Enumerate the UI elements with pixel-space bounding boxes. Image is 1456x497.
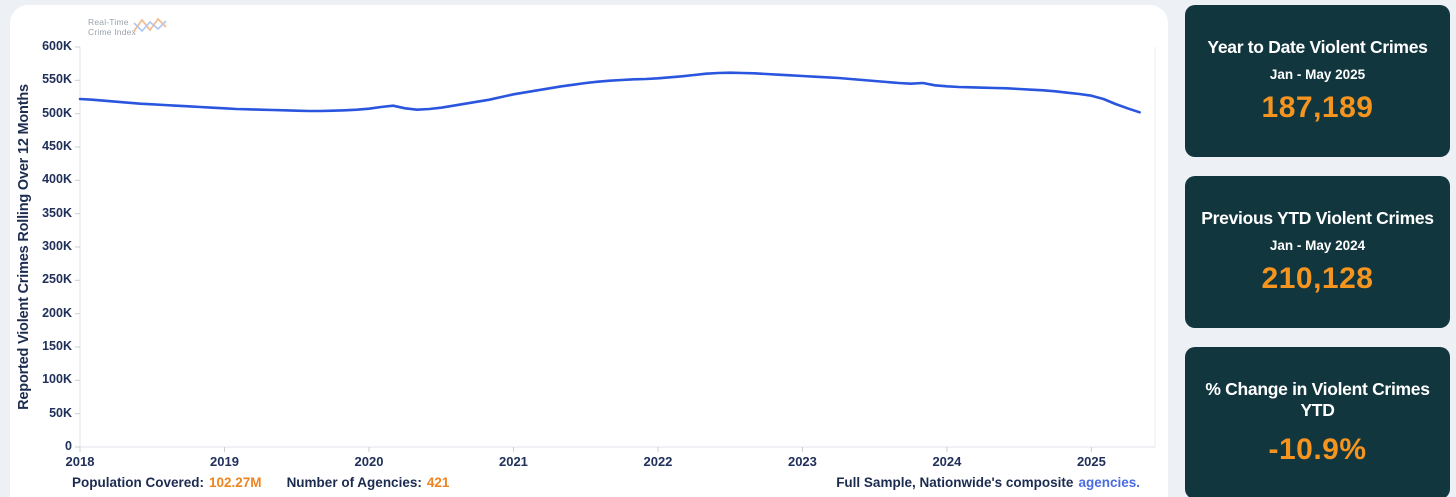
y-tick-label: 100K — [42, 372, 72, 387]
y-tick-label: 550K — [42, 72, 72, 87]
card-value: 187,189 — [1261, 91, 1374, 125]
y-tick-label: 400K — [42, 172, 72, 187]
x-tick-label: 2019 — [210, 454, 239, 469]
agencies-link[interactable]: agencies. — [1078, 475, 1140, 490]
sample-description-text: Full Sample, Nationwide's composite — [836, 475, 1074, 490]
y-tick-label: 600K — [42, 39, 72, 53]
chart-footer: Population Covered: 102.27M Number of Ag… — [72, 475, 1140, 490]
card-title: % Change in Violent Crimes YTD — [1205, 378, 1430, 420]
card-subtitle: Jan - May 2024 — [1269, 238, 1366, 254]
x-tick-label: 2024 — [932, 454, 962, 469]
y-tick-label: 150K — [42, 339, 72, 353]
footer-coverage-stats: Population Covered: 102.27M Number of Ag… — [72, 475, 454, 490]
y-tick-label: 200K — [42, 305, 72, 320]
y-tick-label: 350K — [42, 205, 72, 220]
x-tick-label: 2025 — [1076, 454, 1106, 469]
footer-sample-note: Full Sample, Nationwide's composite agen… — [836, 475, 1140, 490]
x-tick-label: 2018 — [65, 454, 95, 469]
y-tick-label: 450K — [42, 139, 72, 153]
card-value: 210,128 — [1261, 262, 1374, 296]
agencies-count-label: Number of Agencies: — [286, 475, 422, 490]
violent-crimes-line-chart — [75, 46, 1156, 452]
y-tick-label: 0 — [65, 439, 72, 453]
y-tick-label: 300K — [42, 239, 72, 253]
x-tick-label: 2020 — [354, 454, 384, 469]
card-title: Previous YTD Violent Crimes — [1201, 207, 1434, 228]
rtci-logo-text-line1: Real-Time — [88, 17, 129, 27]
y-tick-label: 50K — [49, 405, 72, 420]
agencies-count-value: 421 — [426, 475, 450, 490]
crime-index-chart-panel: Real-Time Crime Index Reported Violent C… — [10, 5, 1168, 497]
card-ytd-violent-crimes: Year to Date Violent Crimes Jan - May 20… — [1185, 5, 1450, 157]
y-tick-label: 250K — [42, 272, 72, 287]
card-previous-ytd-violent-crimes: Previous YTD Violent Crimes Jan - May 20… — [1185, 176, 1450, 328]
card-percent-change-ytd: % Change in Violent Crimes YTD -10.9% — [1185, 347, 1450, 497]
y-tick-label: 500K — [42, 105, 72, 120]
population-covered-label: Population Covered: — [72, 475, 205, 490]
x-tick-label: 2022 — [643, 454, 673, 469]
rtci-logo-text-line2: Crime Index — [88, 27, 137, 37]
stat-cards-column: Year to Date Violent Crimes Jan - May 20… — [1185, 5, 1450, 497]
rtci-logo: Real-Time Crime Index — [88, 17, 167, 37]
card-value: -10.9% — [1268, 433, 1367, 467]
rtci-zigzag-logo-icon — [133, 17, 167, 33]
card-subtitle: Jan - May 2025 — [1269, 67, 1366, 83]
card-title: Year to Date Violent Crimes — [1207, 36, 1428, 57]
x-tick-label: 2021 — [498, 454, 528, 469]
population-covered-value: 102.27M — [209, 475, 262, 490]
x-tick-label: 2023 — [787, 454, 817, 469]
